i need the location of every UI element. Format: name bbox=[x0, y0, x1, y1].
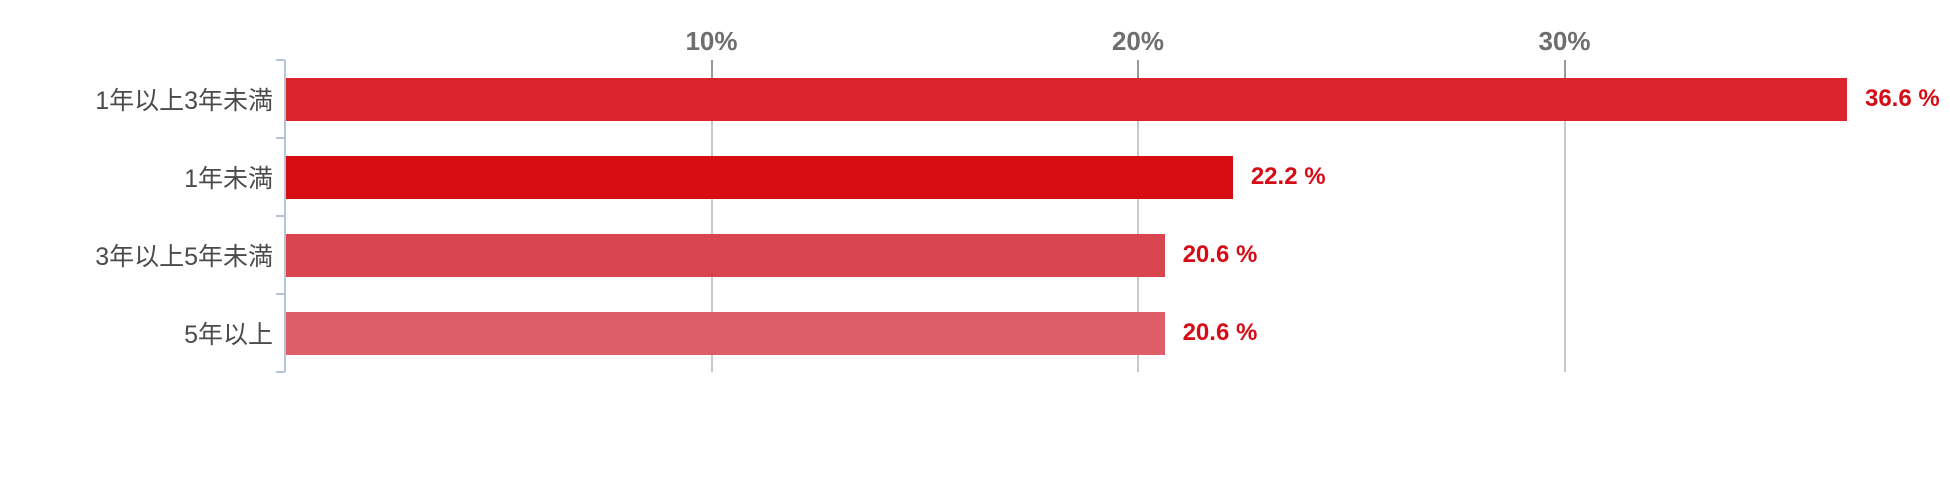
x-axis-tick-20pct bbox=[1137, 60, 1139, 78]
x-axis-tick-10pct bbox=[710, 60, 713, 78]
bar bbox=[286, 311, 1165, 355]
x-tick-label-30pct: 30% bbox=[1538, 26, 1591, 56]
y-axis-tick bbox=[276, 215, 285, 217]
x-tick-label-10pct: 10% bbox=[685, 26, 738, 56]
category-label: 1年以上3年未満 bbox=[95, 87, 273, 115]
category-label: 3年以上5年未満 bbox=[95, 243, 273, 271]
y-axis-tick bbox=[276, 137, 285, 139]
gridline-30pct bbox=[1563, 60, 1566, 372]
value-label: 36.6 % bbox=[1864, 85, 1940, 112]
bar bbox=[286, 155, 1233, 199]
gridline-20pct bbox=[1137, 60, 1139, 372]
gridline-10pct bbox=[710, 60, 713, 372]
y-axis-tick bbox=[276, 59, 285, 61]
category-label: 5年以上 bbox=[184, 321, 273, 349]
bar bbox=[286, 233, 1165, 277]
bar bbox=[286, 77, 1847, 121]
value-label: 22.2 % bbox=[1250, 163, 1326, 190]
value-label: 20.6 % bbox=[1182, 241, 1258, 268]
x-axis-tick-30pct bbox=[1563, 60, 1566, 78]
value-label: 20.6 % bbox=[1182, 319, 1258, 346]
y-axis-tick bbox=[276, 293, 285, 295]
category-label: 1年未満 bbox=[184, 165, 273, 193]
y-axis-tick bbox=[276, 371, 285, 373]
y-axis-line bbox=[284, 60, 286, 372]
x-tick-label-20pct: 20% bbox=[1111, 26, 1165, 56]
